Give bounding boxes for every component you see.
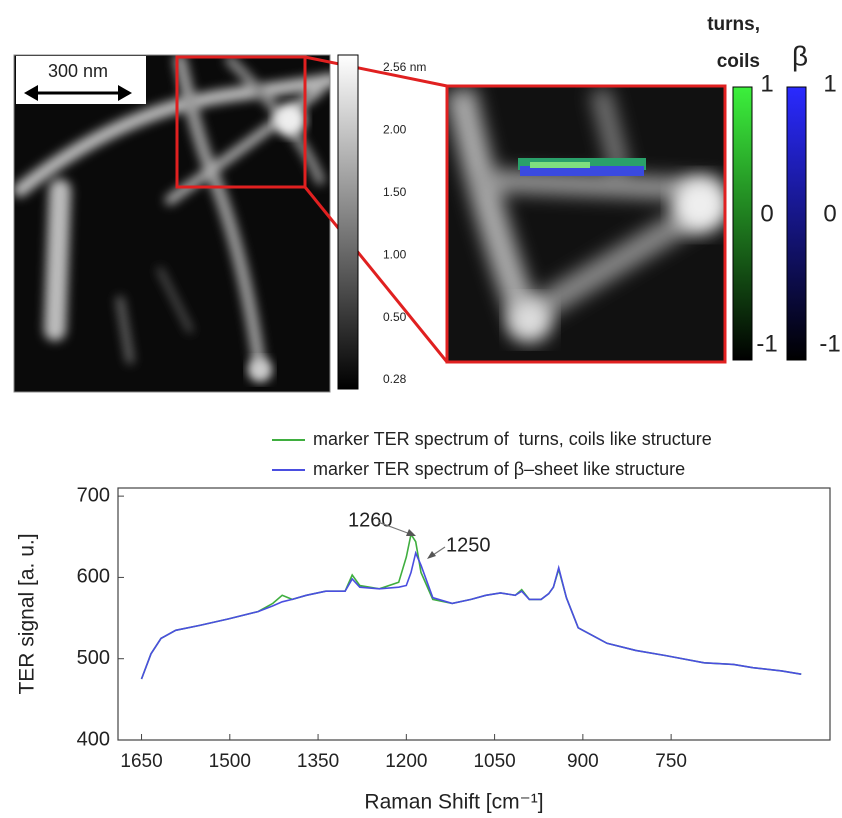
- colorbar-tick-label: 0.28: [383, 372, 407, 386]
- legend-label: marker TER spectrum of β–sheet like stru…: [313, 459, 685, 479]
- x-tick-label: 1650: [120, 751, 162, 772]
- colorbar-tick-label: 0.50: [383, 310, 407, 324]
- afm-image: [14, 55, 330, 392]
- zoom-line: [304, 55, 448, 88]
- afm-frame: [13, 54, 331, 393]
- legend-label: marker TER spectrum of turns, coils like…: [313, 429, 712, 449]
- colorbar-tick-label: 2.00: [383, 123, 407, 137]
- annotation: 1250: [446, 534, 491, 556]
- turns-label: coils: [717, 51, 760, 72]
- beta-colorbar: [786, 86, 807, 361]
- plot-frame: [117, 487, 831, 741]
- scale-label: 300 nm: [48, 61, 108, 81]
- x-axis-label: Raman Shift [cm⁻¹]: [364, 791, 543, 814]
- y-tick-label: 400: [77, 728, 110, 750]
- colorbar-tick-label: 0: [760, 200, 773, 227]
- colorbar-tick-label: 1.50: [383, 185, 407, 199]
- zoom-box: [175, 55, 307, 189]
- series-line: [140, 550, 802, 680]
- zoom-frame: [445, 84, 727, 364]
- x-tick-label: 1050: [473, 751, 515, 772]
- zoom-line: [303, 186, 449, 363]
- x-tick-label: 1200: [385, 751, 427, 772]
- colorbar-tick-label: 1.00: [383, 247, 407, 261]
- annotation-arrow: [377, 521, 414, 536]
- x-tick-label: 1500: [209, 751, 251, 772]
- colorbar-tick-label: -1: [819, 330, 840, 357]
- colorbar-tick-label: 0: [823, 200, 836, 227]
- turns-colorbar: [732, 86, 753, 361]
- x-tick-label: 900: [567, 751, 599, 772]
- colorbar-tick-label: 2.56 nm: [383, 60, 426, 74]
- colorbar-tick-label: 1: [760, 70, 773, 97]
- beta-label: β: [792, 40, 808, 71]
- x-tick-label: 750: [655, 751, 687, 772]
- colorbar-tick-label: 1: [823, 70, 836, 97]
- annotation: 1260: [348, 509, 393, 531]
- y-tick-label: 500: [77, 647, 110, 669]
- annotation-arrowhead: [406, 529, 416, 536]
- height-colorbar: [337, 54, 359, 390]
- colorbar-tick-label: -1: [756, 330, 777, 357]
- x-tick-label: 1350: [297, 751, 339, 772]
- turns-label: turns,: [707, 14, 760, 35]
- y-tick-label: 600: [77, 566, 110, 588]
- y-axis-label: TER signal [a. u.]: [16, 533, 39, 694]
- zoom-image: [447, 86, 725, 362]
- annotation-arrowhead: [427, 551, 436, 559]
- y-tick-label: 700: [77, 484, 110, 506]
